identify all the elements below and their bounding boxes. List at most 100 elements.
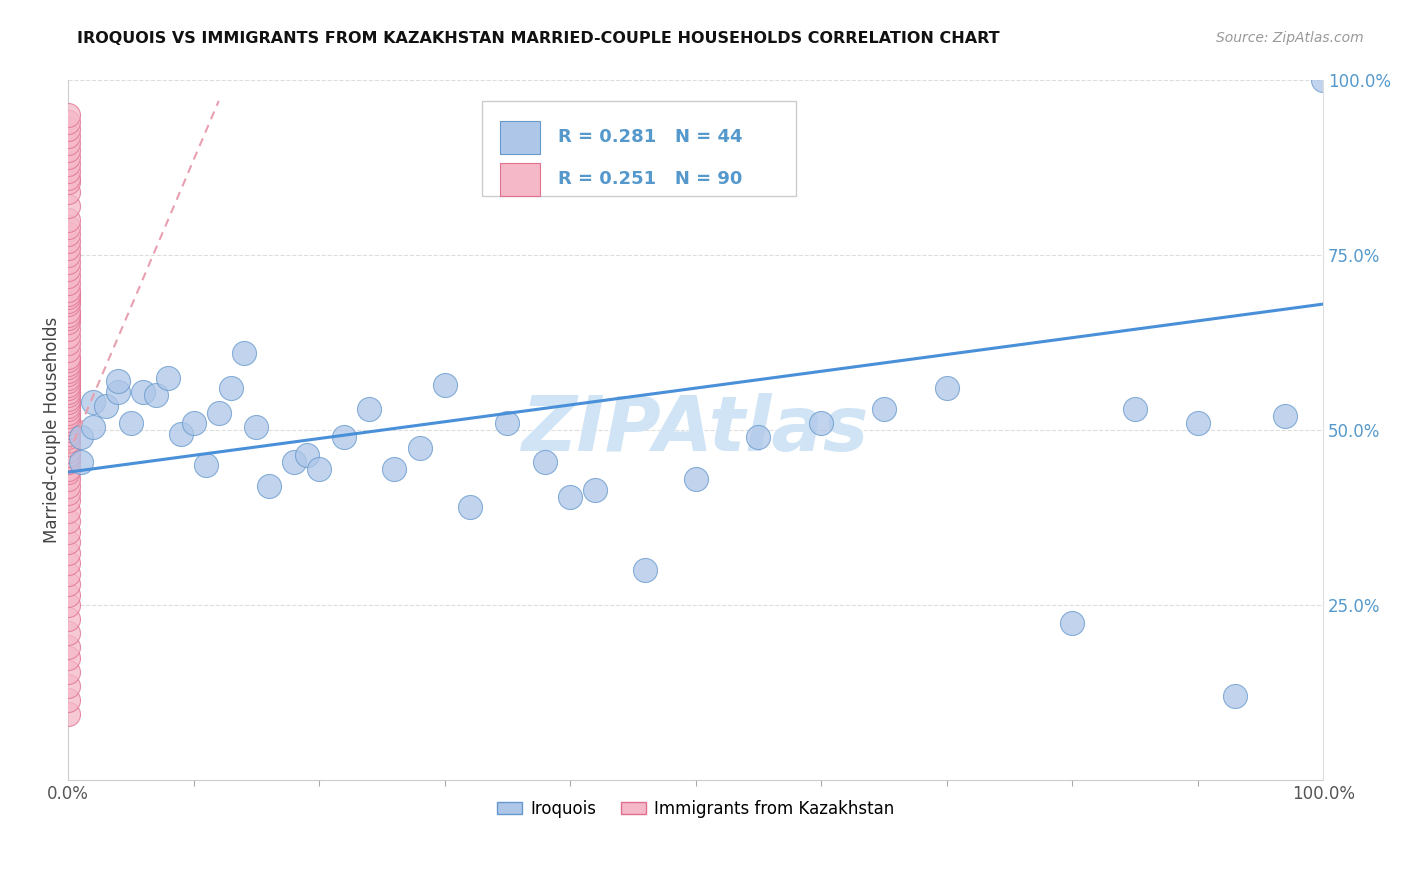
Point bbox=[56, 262, 79, 277]
Point bbox=[94, 399, 117, 413]
Point bbox=[56, 692, 79, 706]
Point bbox=[308, 461, 330, 475]
Point bbox=[56, 293, 79, 308]
Point bbox=[359, 402, 381, 417]
Point bbox=[747, 430, 769, 444]
Point bbox=[107, 374, 129, 388]
Point bbox=[583, 483, 606, 497]
Point bbox=[56, 406, 79, 420]
Point bbox=[208, 406, 231, 420]
Legend: Iroquois, Immigrants from Kazakhstan: Iroquois, Immigrants from Kazakhstan bbox=[489, 793, 901, 824]
Point bbox=[56, 350, 79, 364]
Point bbox=[56, 472, 79, 486]
Point bbox=[433, 377, 456, 392]
Point bbox=[56, 335, 79, 350]
Point bbox=[56, 241, 79, 255]
Point bbox=[1312, 73, 1334, 87]
Point bbox=[56, 377, 79, 392]
Point bbox=[56, 412, 79, 426]
Point bbox=[56, 706, 79, 721]
Point bbox=[56, 388, 79, 402]
Point bbox=[56, 374, 79, 388]
Point bbox=[69, 455, 91, 469]
Point bbox=[56, 419, 79, 434]
Point bbox=[56, 399, 79, 413]
Point bbox=[534, 455, 557, 469]
Point bbox=[1274, 409, 1296, 424]
Point bbox=[56, 286, 79, 301]
Point bbox=[69, 430, 91, 444]
Point bbox=[283, 455, 305, 469]
Point bbox=[56, 370, 79, 384]
Point bbox=[56, 451, 79, 466]
Point bbox=[183, 416, 205, 430]
Point bbox=[56, 384, 79, 399]
Point bbox=[1225, 690, 1247, 704]
Point bbox=[56, 395, 79, 409]
Point bbox=[56, 343, 79, 357]
Point bbox=[558, 490, 581, 504]
Point bbox=[56, 546, 79, 560]
Bar bbox=[499, 162, 540, 196]
Point bbox=[56, 199, 79, 213]
Point bbox=[56, 577, 79, 591]
Point bbox=[56, 493, 79, 508]
Text: Source: ZipAtlas.com: Source: ZipAtlas.com bbox=[1216, 31, 1364, 45]
Point bbox=[56, 444, 79, 458]
Point bbox=[810, 416, 832, 430]
Point bbox=[56, 535, 79, 549]
Point bbox=[56, 283, 79, 297]
Point bbox=[157, 370, 180, 384]
Text: ZIPAtlas: ZIPAtlas bbox=[522, 393, 869, 467]
Point bbox=[56, 437, 79, 451]
Point bbox=[56, 304, 79, 318]
Point bbox=[56, 171, 79, 186]
Point bbox=[56, 430, 79, 444]
Point bbox=[56, 220, 79, 235]
Point bbox=[1187, 416, 1209, 430]
Point bbox=[56, 612, 79, 626]
Y-axis label: Married-couple Households: Married-couple Households bbox=[44, 317, 60, 543]
Point bbox=[56, 311, 79, 326]
Point bbox=[408, 441, 430, 455]
Point bbox=[873, 402, 896, 417]
Point bbox=[232, 346, 254, 360]
Point bbox=[56, 164, 79, 178]
Point bbox=[56, 363, 79, 377]
Point bbox=[56, 122, 79, 136]
Point bbox=[458, 500, 481, 515]
Point bbox=[195, 458, 218, 472]
Point bbox=[56, 465, 79, 479]
Point bbox=[82, 395, 104, 409]
Point bbox=[56, 479, 79, 493]
Point bbox=[56, 108, 79, 122]
Point bbox=[56, 423, 79, 437]
Point bbox=[56, 402, 79, 417]
Point bbox=[56, 255, 79, 269]
Point bbox=[56, 315, 79, 329]
Point bbox=[56, 640, 79, 655]
Point bbox=[56, 409, 79, 424]
Point bbox=[56, 381, 79, 395]
Point bbox=[56, 213, 79, 227]
Point bbox=[56, 353, 79, 368]
Point bbox=[120, 416, 142, 430]
Point bbox=[132, 384, 155, 399]
Point bbox=[56, 455, 79, 469]
Point bbox=[56, 626, 79, 640]
Point bbox=[56, 290, 79, 304]
Point bbox=[56, 357, 79, 371]
Point bbox=[56, 566, 79, 581]
FancyBboxPatch shape bbox=[482, 101, 796, 195]
Point bbox=[82, 419, 104, 434]
Point bbox=[685, 472, 707, 486]
Point bbox=[56, 185, 79, 199]
Point bbox=[56, 360, 79, 375]
Point bbox=[56, 175, 79, 189]
Point bbox=[56, 524, 79, 539]
Point bbox=[257, 479, 280, 493]
Text: R = 0.251   N = 90: R = 0.251 N = 90 bbox=[558, 170, 742, 188]
Point bbox=[56, 128, 79, 143]
Point bbox=[145, 388, 167, 402]
Point bbox=[56, 588, 79, 602]
